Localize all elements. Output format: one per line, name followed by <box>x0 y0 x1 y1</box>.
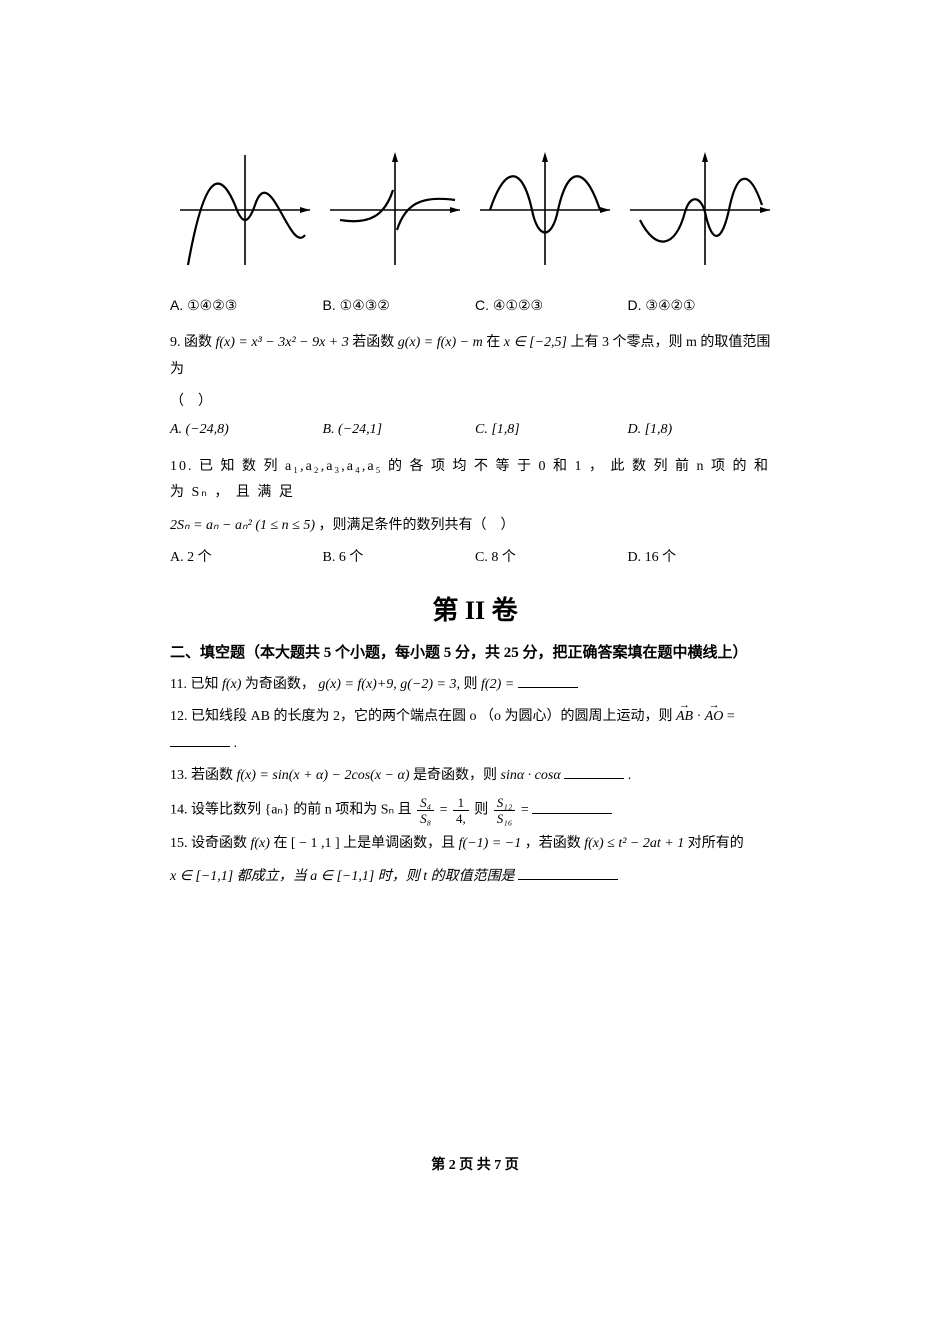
page-footer: 第 2 页 共 7 页 <box>0 1154 950 1174</box>
q9-gx: g(x) = f(x) − m <box>398 335 483 350</box>
q14-eq1: = <box>440 803 451 818</box>
q14-mid: 则 <box>474 803 492 818</box>
q12-vec-ab: AB <box>676 704 693 731</box>
q10-tail: ，则满足条件的数列共有（ ） <box>319 518 515 533</box>
q14-frac1-den: S₈ <box>417 810 434 825</box>
q11-f2: f(2) = <box>481 677 514 692</box>
q15-cond: f(−1) = −1 <box>459 836 522 851</box>
q13: 13. 若函数 f(x) = sin(x + α) − 2cos(x − α) … <box>170 763 780 790</box>
q12-vec-ao: AO <box>705 704 724 731</box>
q9-fx: f(x) = x³ − 3x² − 9x + 3 <box>216 335 349 350</box>
q14-frac1-num: S₄ <box>417 796 434 810</box>
q14-pre: 14. 设等比数列 {aₙ} 的前 n 项和为 Sₙ 且 <box>170 803 415 818</box>
section2-title: 二、填空题（本大题共 5 个小题，每小题 5 分，共 25 分，把正确答案填在题… <box>170 641 780 662</box>
q10-eq: 2Sₙ = aₙ − aₙ² (1 ≤ n ≤ 5) <box>170 518 315 533</box>
q14-frac2-den: 4, <box>453 810 469 825</box>
q11-mid2: 则 <box>464 677 482 692</box>
q9-options: A. (−24,8) B. (−24,1] C. [1,8] D. [1,8) <box>170 422 780 438</box>
q14-frac1: S₄ S₈ <box>417 796 434 825</box>
q13-mid: 是奇函数，则 <box>413 768 501 783</box>
q12-blank <box>170 733 230 747</box>
q13-fx: f(x) = sin(x + α) − 2cos(x − α) <box>237 768 410 783</box>
q14-eq2: = <box>521 803 532 818</box>
q13-period: . <box>628 768 632 783</box>
part2-title: 第 II 卷 <box>170 590 780 627</box>
q15-line1: 15. 设奇函数 f(x) 在 [ − 1 ,1 ] 上是单调函数，且 f(−1… <box>170 831 780 858</box>
q13-expr: sinα · cosα <box>501 768 561 783</box>
q15-pre: 15. 设奇函数 <box>170 836 251 851</box>
q9-opt-b: B. (−24,1] <box>323 422 476 438</box>
q10-line1: 10. 已 知 数 列 a₁,a₂,a₃,a₄,a₅ 的 各 项 均 不 等 于… <box>170 454 780 507</box>
q15-ineq: f(x) ≤ t² − 2at + 1 <box>584 836 684 851</box>
q12-dot: · <box>697 709 705 724</box>
q10-opt-d: D. 16 个 <box>628 546 781 566</box>
q10-line2: 2Sₙ = aₙ − aₙ² (1 ≤ n ≤ 5) ，则满足条件的数列共有（ … <box>170 513 780 540</box>
q9-paren: （ ） <box>170 389 780 416</box>
q9-opt-a: A. (−24,8) <box>170 422 323 438</box>
q8-options: A. ①④②③ B. ①④③② C. ④①②③ D. ③④②① <box>170 297 780 314</box>
q9-mid: 若函数 <box>352 335 398 350</box>
q15-post: 对所有的 <box>688 836 744 851</box>
q10-opt-a: A. 2 个 <box>170 546 323 566</box>
q10-opt-b: B. 6 个 <box>323 546 476 566</box>
q11-blank <box>518 674 578 688</box>
q14-frac2: 1 4, <box>453 796 469 825</box>
q15-fx: f(x) <box>251 836 270 851</box>
q8-opt-d: D. ③④②① <box>628 297 781 314</box>
q11-gx: g(x) = f(x)+9, g(−2) = 3, <box>318 677 460 692</box>
q15-blank <box>518 866 618 880</box>
q15-line2-pre: x ∈ [−1,1] 都成立，当 a ∈ [−1,1] 时，则 t 的取值范围是 <box>170 869 515 884</box>
q8-opt-c: C. ④①②③ <box>475 297 628 314</box>
q9-pre: 9. 函数 <box>170 335 216 350</box>
q11-pre: 11. 已知 <box>170 677 222 692</box>
q15-line2: x ∈ [−1,1] 都成立，当 a ∈ [−1,1] 时，则 t 的取值范围是 <box>170 864 780 891</box>
q12-pre: 12. 已知线段 AB 的长度为 2，它的两个端点在圆 o （o 为圆心）的圆周… <box>170 709 676 724</box>
q14-frac2-num: 1 <box>455 796 468 810</box>
q14-frac3-den: S₁₆ <box>494 810 516 825</box>
q13-pre: 13. 若函数 <box>170 768 237 783</box>
q14-blank <box>532 800 612 814</box>
q11-mid1: 为奇函数， <box>245 677 315 692</box>
q14-frac3: S₁₂ S₁₆ <box>494 796 516 825</box>
q10-opt-c: C. 8 个 <box>475 546 628 566</box>
graph-panels <box>170 150 780 270</box>
q13-blank <box>564 765 624 779</box>
q14: 14. 设等比数列 {aₙ} 的前 n 项和为 Sₙ 且 S₄ S₈ = 1 4… <box>170 796 780 825</box>
q11-fx: f(x) <box>222 677 241 692</box>
q8-opt-a: A. ①④②③ <box>170 297 323 314</box>
q15-mid2: ，若函数 <box>525 836 585 851</box>
q14-frac3-num: S₁₂ <box>494 796 516 810</box>
q12-eq: = <box>727 709 735 724</box>
q9-opt-c: C. [1,8] <box>475 422 628 438</box>
q9-in: 在 <box>486 335 504 350</box>
q15-mid1: 在 [ − 1 ,1 ] 上是单调函数，且 <box>273 836 458 851</box>
q12: 12. 已知线段 AB 的长度为 2，它的两个端点在圆 o （o 为圆心）的圆周… <box>170 704 780 757</box>
q9-interval: x ∈ [−2,5] <box>504 335 567 350</box>
q8-opt-b: B. ①④③② <box>323 297 476 314</box>
q9-stem: 9. 函数 f(x) = x³ − 3x² − 9x + 3 若函数 g(x) … <box>170 330 780 383</box>
q12-period: . <box>234 736 238 751</box>
q10-options: A. 2 个 B. 6 个 C. 8 个 D. 16 个 <box>170 546 780 566</box>
q9-opt-d: D. [1,8) <box>628 422 781 438</box>
